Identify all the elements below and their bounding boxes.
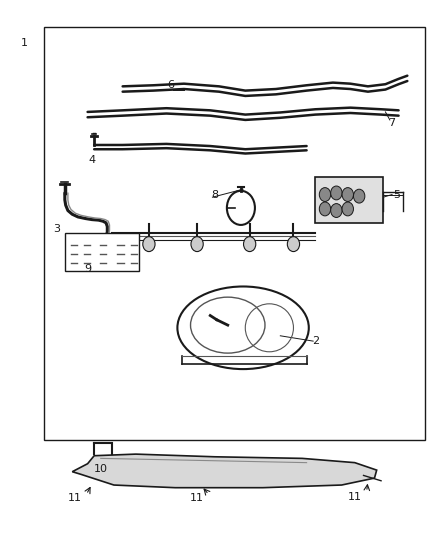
Text: 6: 6 xyxy=(167,80,174,90)
Text: 9: 9 xyxy=(84,264,91,274)
Circle shape xyxy=(331,204,342,217)
Circle shape xyxy=(353,189,365,203)
Bar xyxy=(44,27,425,440)
Circle shape xyxy=(319,188,331,201)
Circle shape xyxy=(331,186,342,200)
Text: 3: 3 xyxy=(53,224,60,234)
Text: 10: 10 xyxy=(94,464,108,474)
Polygon shape xyxy=(72,454,377,488)
Text: 2: 2 xyxy=(312,336,319,346)
Circle shape xyxy=(342,202,353,216)
Bar xyxy=(65,233,139,271)
Circle shape xyxy=(287,237,300,252)
Text: 11: 11 xyxy=(190,494,204,503)
Bar xyxy=(315,177,383,223)
Circle shape xyxy=(319,202,331,216)
Circle shape xyxy=(342,188,353,201)
Text: 7: 7 xyxy=(389,118,396,127)
Circle shape xyxy=(191,237,203,252)
Circle shape xyxy=(244,237,256,252)
Text: 8: 8 xyxy=(211,190,218,199)
Text: 5: 5 xyxy=(393,190,400,199)
Text: 11: 11 xyxy=(67,494,81,503)
Text: 11: 11 xyxy=(348,492,362,502)
Text: 4: 4 xyxy=(88,155,95,165)
Text: 1: 1 xyxy=(21,38,28,47)
Circle shape xyxy=(143,237,155,252)
